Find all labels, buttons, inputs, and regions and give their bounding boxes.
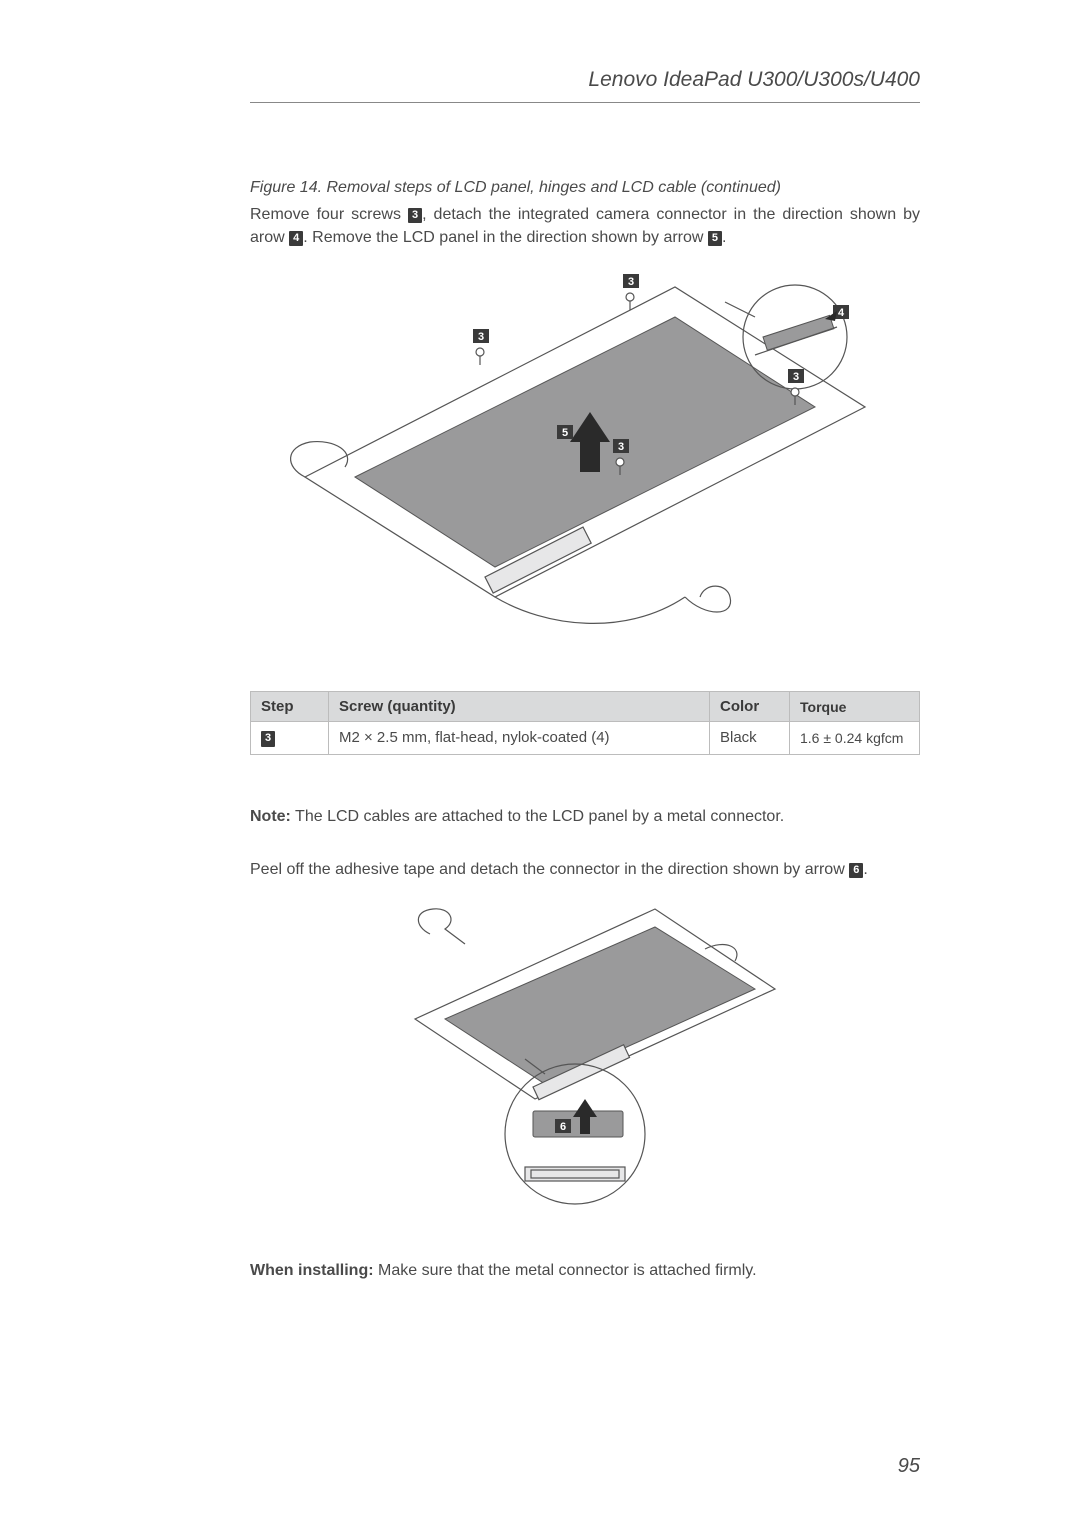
th-torque: Torque xyxy=(790,692,920,722)
diagram-connector: 6 xyxy=(375,899,795,1219)
callout-6: 6 xyxy=(849,863,863,878)
page-header: Lenovo IdeaPad U300/U300s/U400 xyxy=(250,68,920,103)
figure-caption: Figure 14. Removal steps of LCD panel, h… xyxy=(250,179,920,197)
d1-c3c: 3 xyxy=(793,371,799,383)
th-color: Color xyxy=(710,692,790,722)
note-text: The LCD cables are attached to the LCD p… xyxy=(291,808,784,825)
d1-c3d: 3 xyxy=(618,441,624,453)
intro-seg1: Remove four screws xyxy=(250,206,408,223)
row-color: Black xyxy=(710,722,790,754)
d1-c3b: 3 xyxy=(628,276,634,288)
note-label: Note: xyxy=(250,808,291,825)
intro-paragraph: Remove four screws 3, detach the integra… xyxy=(250,203,920,249)
th-screw: Screw (quantity) xyxy=(329,692,710,722)
d1-c4: 4 xyxy=(838,307,845,319)
d2-c6: 6 xyxy=(560,1121,566,1133)
install-label: When installing: xyxy=(250,1262,374,1279)
row-screw: M2 × 2.5 mm, flat-head, nylok-coated (4) xyxy=(329,722,710,754)
peel-seg1: Peel off the adhesive tape and detach th… xyxy=(250,861,849,878)
callout-4: 4 xyxy=(289,231,303,246)
intro-seg4: . xyxy=(722,229,726,246)
row-torque: 1.6 ± 0.24 kgfcm xyxy=(790,722,920,754)
install-paragraph: When installing: Make sure that the meta… xyxy=(250,1259,920,1282)
table-row: 3 M2 × 2.5 mm, flat-head, nylok-coated (… xyxy=(251,722,920,754)
callout-5: 5 xyxy=(708,231,722,246)
page-number: 95 xyxy=(898,1455,920,1478)
screw-table: Step Screw (quantity) Color Torque 3 M2 … xyxy=(250,691,920,754)
d1-c3a: 3 xyxy=(478,331,484,343)
note-paragraph: Note: The LCD cables are attached to the… xyxy=(250,805,920,828)
peel-paragraph: Peel off the adhesive tape and detach th… xyxy=(250,858,920,881)
d1-c5: 5 xyxy=(562,427,568,439)
peel-seg2: . xyxy=(863,861,867,878)
row-step-callout: 3 xyxy=(261,731,275,746)
callout-3: 3 xyxy=(408,208,422,223)
th-step: Step xyxy=(251,692,329,722)
diagram-lcd-removal: 3 3 3 3 4 5 xyxy=(285,267,885,647)
install-text: Make sure that the metal connector is at… xyxy=(374,1262,757,1279)
intro-seg3: . Remove the LCD panel in the direction … xyxy=(303,229,708,246)
